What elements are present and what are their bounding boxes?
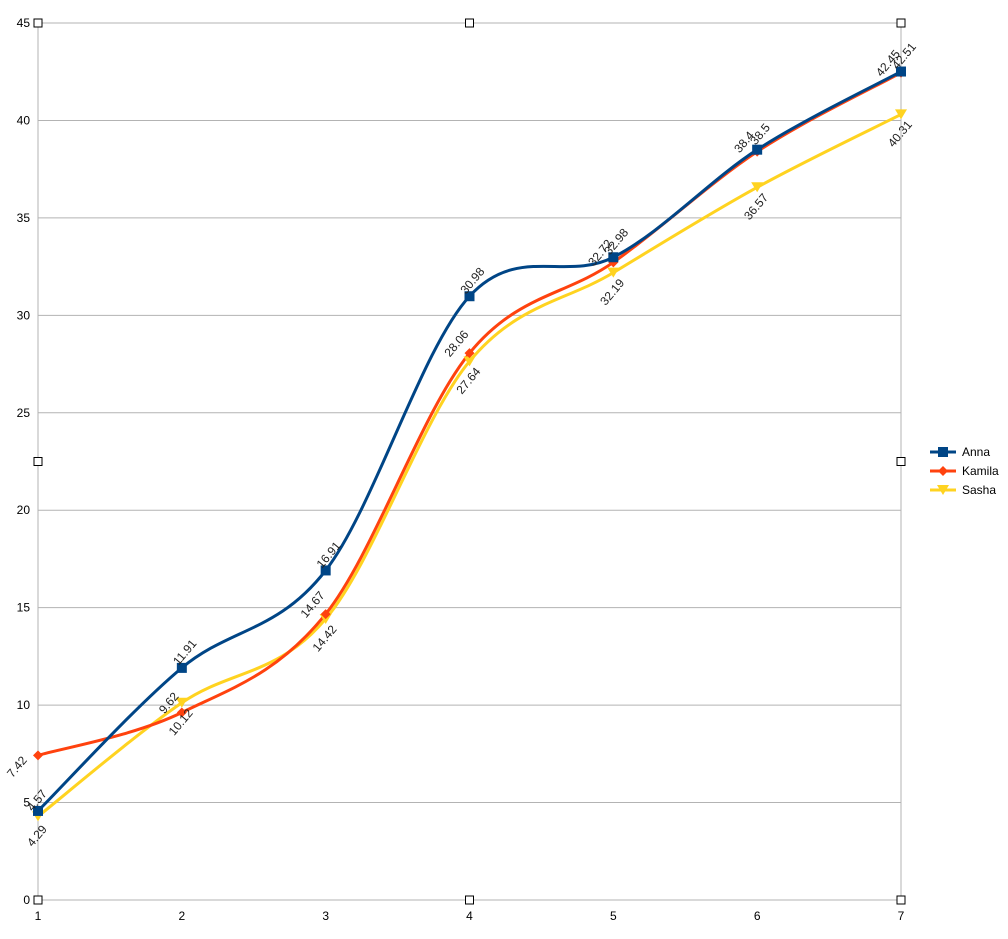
data-point-sasha xyxy=(175,697,188,708)
data-point-kamila xyxy=(176,707,187,718)
legend-label-anna: Anna xyxy=(962,445,990,459)
data-point-sasha xyxy=(895,109,907,120)
data-point-anna xyxy=(176,662,187,673)
x-tick-label: 1 xyxy=(35,909,42,923)
data-point-sasha xyxy=(607,267,620,278)
legend-marker-sasha xyxy=(937,485,949,495)
legend-label-kamila: Kamila xyxy=(962,464,999,478)
y-tick-label: 40 xyxy=(17,113,31,127)
legend: Anna Kamila Sasha xyxy=(930,445,999,497)
data-point-anna xyxy=(33,805,43,816)
y-tick-label: 45 xyxy=(17,16,31,30)
y-tick-label: 5 xyxy=(23,796,30,810)
legend-label-sasha: Sasha xyxy=(962,483,996,497)
y-tick-label: 35 xyxy=(17,211,31,225)
selection-handle xyxy=(33,457,43,466)
x-axis-tick-labels: 1 2 3 4 5 6 7 xyxy=(35,909,905,923)
data-point-anna xyxy=(752,144,763,155)
x-tick-label: 3 xyxy=(322,909,329,923)
selection-handle xyxy=(465,18,474,28)
selection-handle xyxy=(896,457,906,466)
x-tick-label: 5 xyxy=(610,909,617,923)
data-point-anna xyxy=(608,252,619,263)
selection-handles xyxy=(33,18,906,905)
data-label-kamila: 7.42 xyxy=(4,753,30,780)
y-tick-label: 0 xyxy=(23,893,30,907)
data-point-sasha xyxy=(463,356,476,367)
data-point-anna xyxy=(464,291,475,302)
selection-handle xyxy=(465,895,474,905)
legend-marker-anna xyxy=(938,447,948,457)
data-point-sasha xyxy=(751,182,764,193)
series-markers xyxy=(32,66,907,822)
x-tick-label: 4 xyxy=(466,909,473,923)
data-point-anna xyxy=(320,565,331,576)
data-point-kamila xyxy=(464,348,475,359)
y-tick-label: 15 xyxy=(17,601,31,615)
x-tick-label: 7 xyxy=(898,909,905,923)
y-tick-label: 20 xyxy=(17,503,31,517)
data-point-kamila xyxy=(320,609,331,620)
x-tick-label: 6 xyxy=(754,909,761,923)
x-tick-label: 2 xyxy=(178,909,185,923)
selection-handle xyxy=(896,18,906,28)
series-line-kamila xyxy=(37,71,902,757)
data-label-sasha: 40.31 xyxy=(885,118,915,150)
gridlines xyxy=(37,22,902,901)
data-label-sasha: 4.29 xyxy=(24,822,50,849)
selection-handle xyxy=(896,895,906,905)
y-tick-label: 25 xyxy=(17,406,31,420)
data-point-anna xyxy=(896,66,906,77)
y-axis-tick-labels: 0 5 10 15 20 25 30 35 40 45 xyxy=(17,16,31,907)
selection-handle xyxy=(33,18,43,28)
legend-marker-kamila xyxy=(938,466,948,476)
data-point-kamila xyxy=(33,750,43,761)
y-tick-label: 30 xyxy=(17,308,31,322)
selection-handle xyxy=(33,895,43,905)
y-tick-label: 10 xyxy=(17,698,31,712)
